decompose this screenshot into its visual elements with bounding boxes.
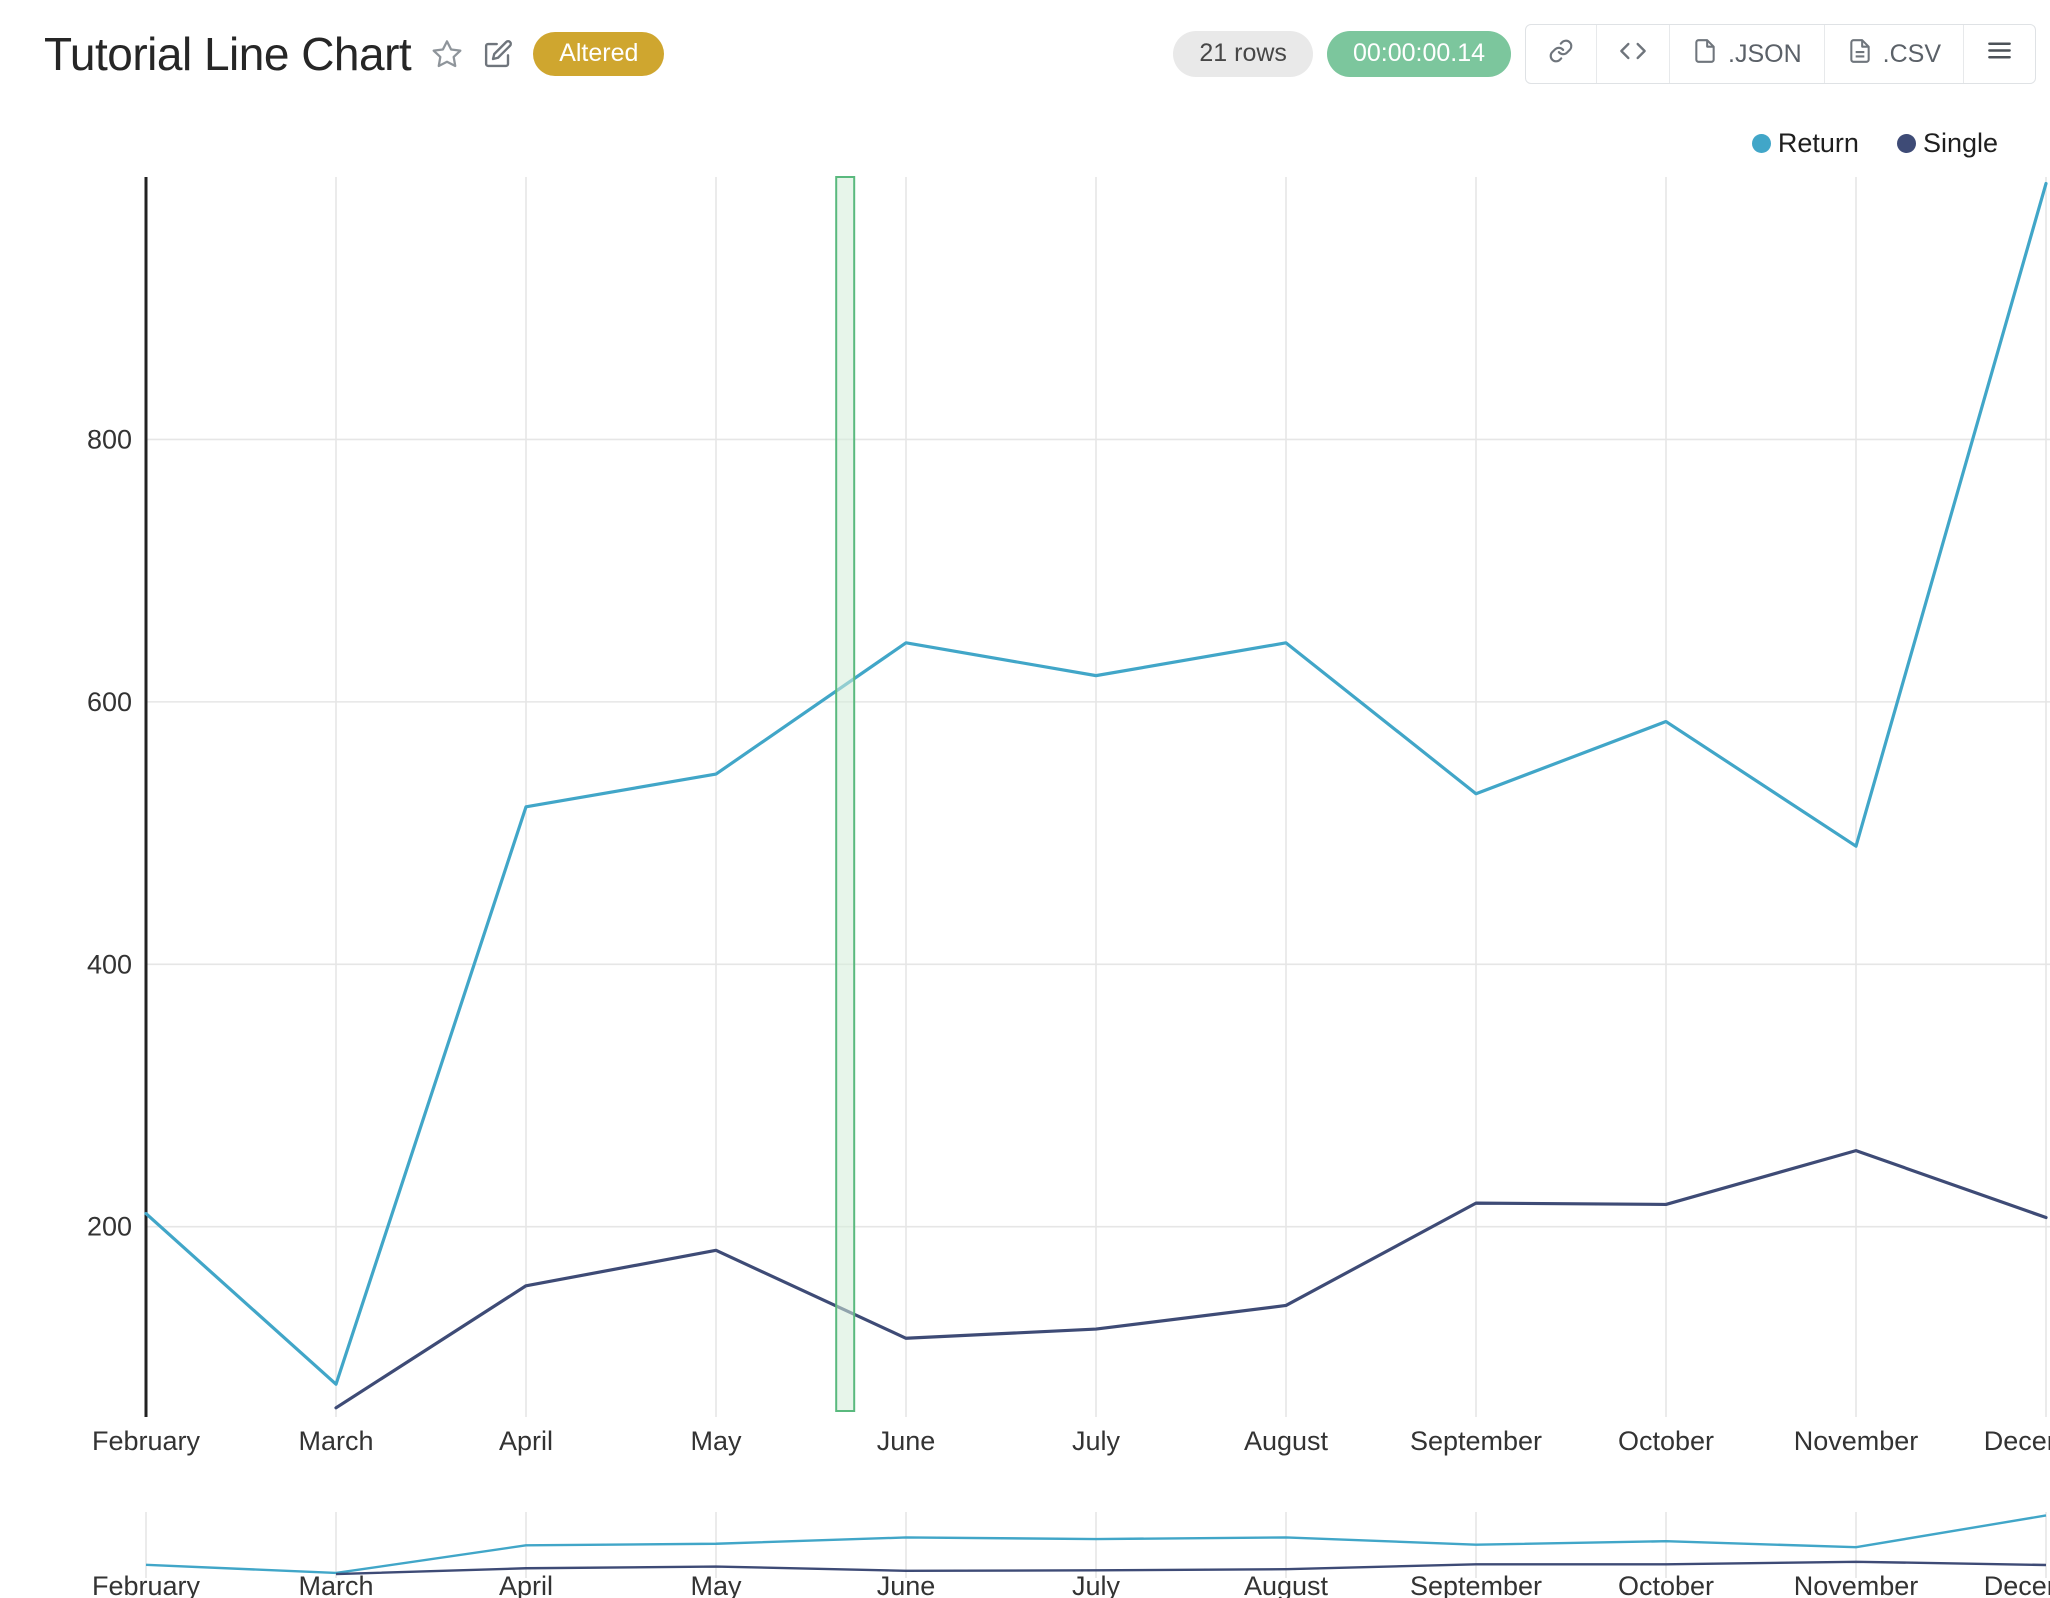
- json-file-icon: [1692, 38, 1718, 71]
- header: Tutorial Line Chart Altered 21 rows 00:0…: [0, 16, 2050, 92]
- mini-x-axis-label: February: [92, 1571, 201, 1598]
- csv-button-label: .CSV: [1882, 39, 1941, 68]
- row-count-badge: 21 rows: [1173, 31, 1313, 77]
- series-line-return[interactable]: [144, 181, 2048, 1386]
- x-axis-label: November: [1794, 1426, 1919, 1456]
- selection-band[interactable]: [835, 176, 856, 1412]
- mini-x-axis-label: September: [1410, 1571, 1542, 1598]
- legend-label-single: Single: [1922, 128, 1998, 158]
- edit-icon[interactable]: [483, 39, 513, 69]
- legend-marker-return: [1751, 134, 1771, 153]
- header-left: Tutorial Line Chart Altered: [44, 27, 665, 81]
- mini-x-axis-label: August: [1244, 1571, 1329, 1598]
- x-axis-label: September: [1410, 1426, 1542, 1456]
- embed-button[interactable]: [1596, 25, 1669, 83]
- mini-x-axis-label: July: [1072, 1571, 1121, 1598]
- legend-marker-single: [1896, 134, 1916, 153]
- x-axis-label: April: [499, 1426, 553, 1456]
- mini-series-line-single[interactable]: [335, 1560, 2047, 1576]
- series-line-single[interactable]: [334, 1149, 2048, 1410]
- altered-badge: Altered: [533, 32, 665, 76]
- mini-x-axis-label: November: [1794, 1571, 1919, 1598]
- y-axis-label: 200: [87, 1212, 132, 1242]
- x-axis-label: July: [1072, 1426, 1121, 1456]
- x-axis-label: May: [690, 1426, 742, 1456]
- mini-x-axis-label: December: [1984, 1571, 2050, 1598]
- chart-legend: Return Single: [1751, 128, 1998, 159]
- download-csv-button[interactable]: .CSV: [1823, 25, 1963, 83]
- x-axis-label: August: [1244, 1426, 1329, 1456]
- mini-x-axis-label: June: [877, 1571, 936, 1598]
- mini-series-line-return[interactable]: [145, 1514, 2047, 1575]
- x-axis-label: March: [298, 1426, 373, 1456]
- embed-code-icon: [1619, 37, 1647, 72]
- favorite-star-icon[interactable]: [431, 38, 463, 70]
- json-button-label: .JSON: [1728, 39, 1802, 68]
- legend-label-return: Return: [1777, 128, 1859, 158]
- execution-time-badge: 00:00:00.14: [1326, 31, 1512, 77]
- toolbar-button-group: .JSON .CSV: [1525, 24, 2036, 84]
- legend-item-return[interactable]: Return: [1751, 128, 1859, 159]
- hamburger-menu-icon: [1986, 37, 2013, 71]
- mini-x-axis-label: October: [1618, 1571, 1714, 1598]
- page-title: Tutorial Line Chart: [44, 28, 412, 80]
- legend-item-single[interactable]: Single: [1896, 128, 1998, 159]
- x-axis-label: February: [92, 1426, 201, 1456]
- y-axis-label: 400: [87, 949, 132, 979]
- y-axis-label: 600: [87, 687, 132, 717]
- x-axis-label: December: [1984, 1426, 2050, 1456]
- x-axis-label: October: [1618, 1426, 1714, 1456]
- header-right: 21 rows 00:00:00.14: [1173, 24, 2036, 84]
- download-json-button[interactable]: .JSON: [1669, 25, 1824, 83]
- csv-file-icon: [1847, 38, 1873, 71]
- y-axis-label: 800: [87, 424, 132, 454]
- link-icon: [1548, 38, 1574, 71]
- mini-x-axis-label: May: [690, 1571, 742, 1598]
- mini-x-axis-label: April: [499, 1571, 553, 1598]
- link-button[interactable]: [1526, 25, 1596, 83]
- menu-button[interactable]: [1963, 25, 2035, 83]
- x-axis-label: June: [877, 1426, 936, 1456]
- mini-x-axis-label: March: [298, 1571, 373, 1598]
